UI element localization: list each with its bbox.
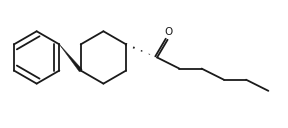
Text: O: O	[164, 27, 172, 37]
Polygon shape	[59, 44, 82, 72]
